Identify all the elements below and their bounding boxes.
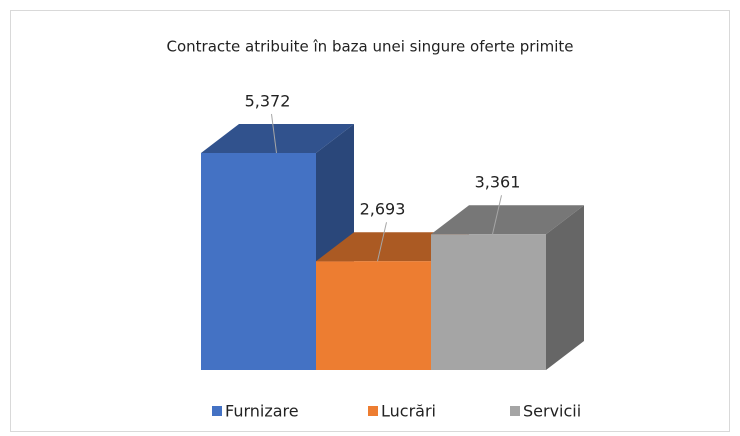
data-label: 3,361 bbox=[475, 173, 521, 192]
bar bbox=[201, 153, 316, 370]
leader-line bbox=[492, 195, 502, 235]
data-label: 2,693 bbox=[360, 200, 406, 219]
bar-top bbox=[201, 124, 354, 153]
bar bbox=[431, 234, 546, 370]
data-label: 5,372 bbox=[245, 92, 291, 111]
bar-top bbox=[431, 205, 584, 235]
legend-swatch bbox=[510, 406, 520, 416]
legend-swatch bbox=[368, 406, 378, 416]
bar-top bbox=[316, 232, 469, 262]
bar bbox=[316, 261, 431, 370]
bar-side bbox=[546, 205, 584, 370]
leader-line bbox=[377, 222, 387, 262]
legend-label: Lucrări bbox=[381, 402, 436, 421]
legend-label: Servicii bbox=[523, 402, 581, 421]
legend-swatch bbox=[212, 406, 222, 416]
chart-title: Contracte atribuite în baza unei singure… bbox=[167, 38, 574, 56]
leader-line bbox=[271, 113, 277, 154]
legend-label: Furnizare bbox=[225, 402, 299, 421]
